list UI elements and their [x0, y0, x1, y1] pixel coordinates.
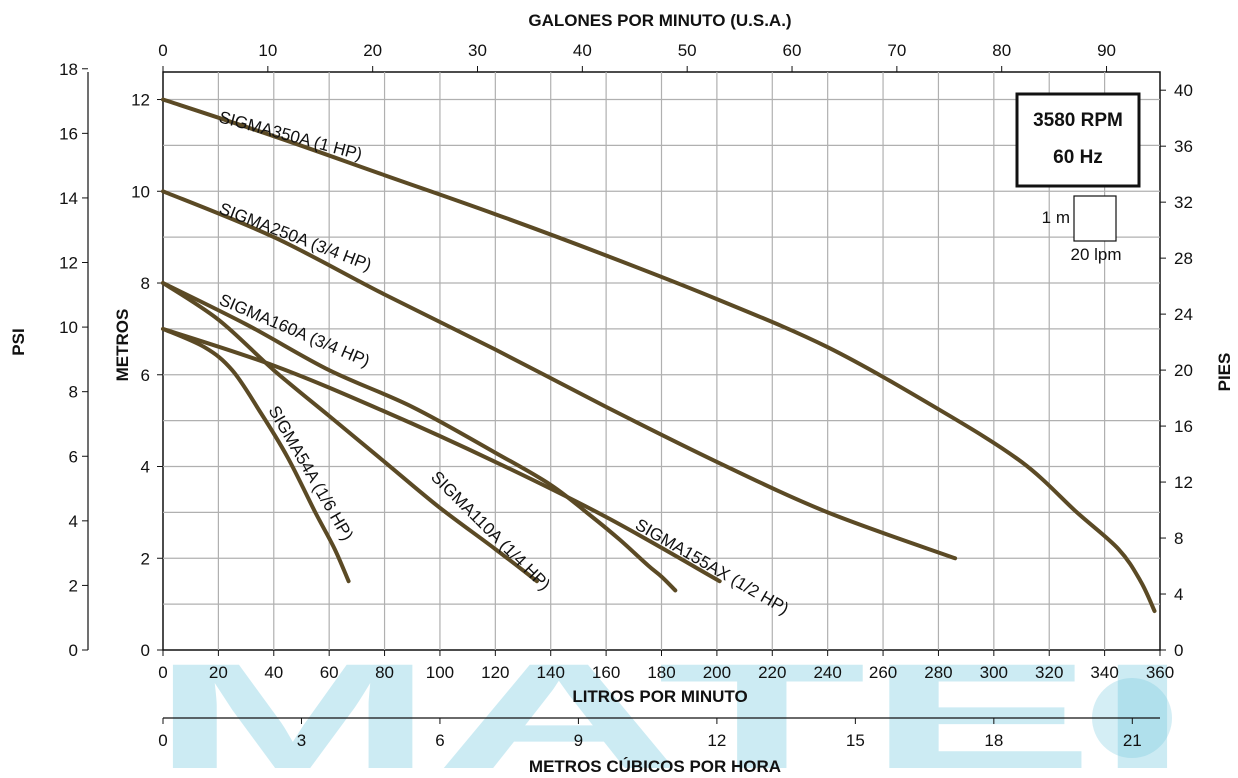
- scale-horizontal-label: 20 lpm: [1070, 245, 1121, 264]
- series-label: SIGMA54A (1/6 HP): [265, 403, 358, 544]
- right-axis-title: PIES: [1215, 353, 1234, 392]
- right-axis-tick-label: 36: [1174, 137, 1193, 156]
- bottom-axis-tick-label: 0: [158, 663, 167, 682]
- top-axis-tick-label: 10: [258, 41, 277, 60]
- bottom-axis-tick-label: 360: [1146, 663, 1174, 682]
- bottom-axis-tick-label: 340: [1090, 663, 1118, 682]
- sub-bottom-axis-tick-label: 6: [435, 731, 444, 750]
- series-label: SIGMA160A (3/4 HP): [216, 290, 372, 371]
- right-axis-tick-label: 20: [1174, 361, 1193, 380]
- top-axis-tick-label: 80: [992, 41, 1011, 60]
- bottom-axis-title: LITROS POR MINUTO: [572, 687, 747, 706]
- series-label: SIGMA155AX (1/2 HP): [632, 515, 792, 618]
- bottom-axis-tick-label: 320: [1035, 663, 1063, 682]
- series-label: SIGMA110A (1/4 HP): [427, 467, 554, 594]
- series-label: SIGMA350A (1 HP): [217, 108, 364, 165]
- speed-label: 3580 RPM: [1033, 110, 1123, 131]
- right-axis-tick-label: 16: [1174, 417, 1193, 436]
- top-axis-tick-label: 20: [363, 41, 382, 60]
- top-axis-tick-label: 50: [678, 41, 697, 60]
- left-inner-axis-title: METROS: [113, 309, 132, 382]
- left-inner-axis-tick-label: 6: [141, 366, 150, 385]
- bottom-axis-tick-label: 180: [647, 663, 675, 682]
- top-axis-title: GALONES POR MINUTO (U.S.A.): [528, 11, 791, 30]
- axes: 0 20 40 60 80 100 120 140 160 180 200 220 240 260 280 3…: [59, 41, 1193, 750]
- sub-bottom-axis-tick-label: 15: [846, 731, 865, 750]
- right-axis-tick-label: 28: [1174, 249, 1193, 268]
- sub-bottom-axis-tick-label: 9: [574, 731, 583, 750]
- bottom-axis-tick-label: 100: [426, 663, 454, 682]
- left-outer-axis-tick-label: 16: [59, 124, 78, 143]
- bottom-axis-tick-label: 200: [703, 663, 731, 682]
- scale-legend: 1 m 20 lpm: [1042, 195, 1122, 264]
- left-inner-axis-tick-label: 12: [131, 91, 150, 110]
- right-axis-tick-label: 24: [1174, 305, 1193, 324]
- sub-bottom-axis-title: METROS CÚBICOS POR HORA: [529, 757, 781, 776]
- bottom-axis-tick-label: 20: [209, 663, 228, 682]
- scale-vertical-label: 1 m: [1042, 208, 1070, 227]
- series-line: [161, 326, 722, 584]
- bottom-axis-tick-label: 300: [980, 663, 1008, 682]
- sub-bottom-axis-tick-label: 12: [707, 731, 726, 750]
- bottom-axis-tick-label: 140: [537, 663, 565, 682]
- bottom-axis-tick-label: 120: [481, 663, 509, 682]
- left-outer-axis-tick-label: 18: [59, 60, 78, 79]
- series-line: [161, 281, 539, 584]
- top-axis-tick-label: 0: [158, 41, 167, 60]
- right-axis-tick-label: 4: [1174, 585, 1183, 604]
- grid: [163, 72, 1160, 650]
- top-axis-tick-label: 90: [1097, 41, 1116, 60]
- left-outer-axis-tick-label: 10: [59, 318, 78, 337]
- series-line: [161, 281, 678, 593]
- left-inner-axis-tick-label: 0: [141, 641, 150, 660]
- speed-box: 3580 RPM 60 Hz: [1015, 92, 1141, 188]
- bottom-axis-tick-label: 40: [264, 663, 283, 682]
- left-outer-axis-tick-label: 4: [69, 512, 78, 531]
- sub-bottom-axis-tick-label: 0: [158, 731, 167, 750]
- top-axis-tick-label: 70: [887, 41, 906, 60]
- sub-bottom-axis-tick-label: 21: [1123, 731, 1142, 750]
- top-axis-tick-label: 60: [783, 41, 802, 60]
- bottom-axis-tick-label: 260: [869, 663, 897, 682]
- sub-bottom-axis-tick-label: 3: [297, 731, 306, 750]
- watermark-logo: MATEI: [150, 632, 1190, 778]
- series-line: [161, 189, 958, 561]
- bottom-axis-tick-label: 160: [592, 663, 620, 682]
- bottom-axis-tick-label: 220: [758, 663, 786, 682]
- top-axis-tick-label: 40: [573, 41, 592, 60]
- right-axis-tick-label: 40: [1174, 81, 1193, 100]
- bottom-axis-tick-label: 280: [924, 663, 952, 682]
- left-outer-axis-title: PSI: [9, 328, 28, 355]
- right-axis-tick-label: 32: [1174, 193, 1193, 212]
- sub-bottom-axis-tick-label: 18: [984, 731, 1003, 750]
- frequency-label: 60 Hz: [1053, 147, 1103, 168]
- series-line: [161, 326, 351, 584]
- left-outer-axis-tick-label: 14: [59, 189, 78, 208]
- left-outer-axis-tick-label: 2: [69, 576, 78, 595]
- left-outer-axis-tick-label: 6: [69, 447, 78, 466]
- left-outer-axis-tick-label: 0: [69, 641, 78, 660]
- bottom-axis-tick-label: 60: [320, 663, 339, 682]
- left-inner-axis-tick-label: 8: [141, 274, 150, 293]
- bottom-axis-tick-label: 240: [813, 663, 841, 682]
- left-inner-axis-tick-label: 10: [131, 182, 150, 201]
- bottom-axis-tick-label: 80: [375, 663, 394, 682]
- left-inner-axis-tick-label: 4: [141, 458, 150, 477]
- top-axis-tick-label: 30: [468, 41, 487, 60]
- right-axis-tick-label: 12: [1174, 473, 1193, 492]
- left-inner-axis-tick-label: 2: [141, 549, 150, 568]
- curves: SIGMA350A (1 HP)SIGMA250A (3/4 HP)SIGMA1…: [161, 97, 1157, 618]
- right-axis-tick-label: 8: [1174, 529, 1183, 548]
- series-line: [161, 97, 1157, 613]
- left-outer-axis-tick-label: 8: [69, 383, 78, 402]
- left-outer-axis-tick-label: 12: [59, 254, 78, 273]
- right-axis-tick-label: 0: [1174, 641, 1183, 660]
